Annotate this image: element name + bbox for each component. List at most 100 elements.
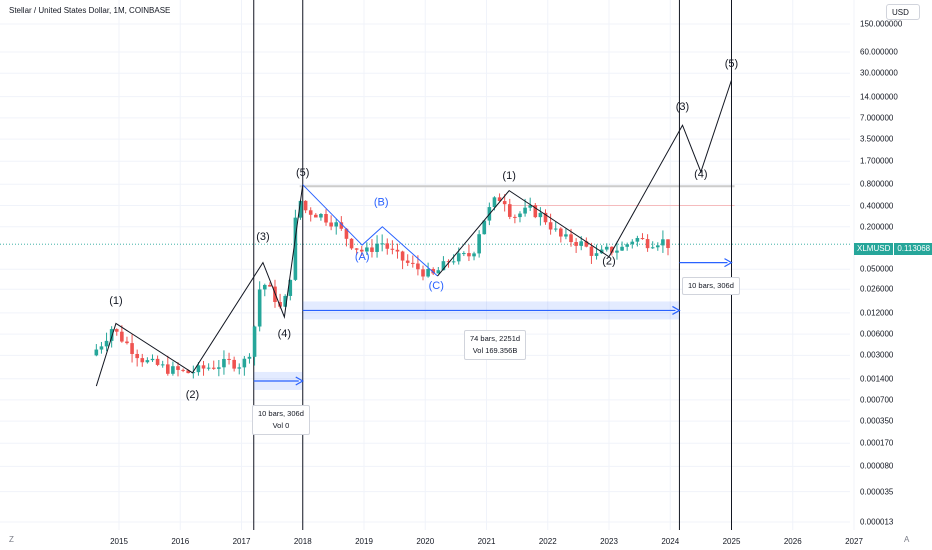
candle-body <box>375 243 379 252</box>
candle-body <box>610 246 614 253</box>
measure-box-3: 10 bars, 306d <box>682 277 740 295</box>
candle-body <box>579 241 584 246</box>
candle-body <box>467 253 471 257</box>
time-tick-label: 2018 <box>293 537 312 546</box>
candle-body <box>278 301 282 307</box>
candle-body <box>584 241 589 247</box>
candle-body <box>395 249 400 252</box>
candle-body <box>594 253 599 256</box>
candle-body <box>492 197 497 208</box>
candle-body <box>543 212 548 223</box>
measure-1-vol: Vol 0 <box>272 421 290 430</box>
time-tick-label: 2027 <box>845 537 863 546</box>
candle-body <box>303 200 308 211</box>
candle-body <box>298 200 303 218</box>
wave-label: (2) <box>602 256 615 268</box>
time-tick-label: 2023 <box>600 537 618 546</box>
candle-body <box>222 358 226 368</box>
candle-body <box>283 295 287 307</box>
wave-label: (3) <box>676 101 689 113</box>
wave-label: (A) <box>355 251 370 263</box>
elliott-wave-projection <box>437 79 732 277</box>
time-tick-label: 2019 <box>355 537 373 546</box>
candle-body <box>191 372 196 374</box>
candle-body <box>186 370 191 374</box>
candle-body <box>109 329 114 341</box>
candle-body <box>165 364 170 374</box>
candle-body <box>114 329 119 332</box>
candle-body <box>206 367 211 369</box>
candle-body <box>104 340 109 347</box>
measure-3-bars: 10 bars, 306d <box>688 281 734 290</box>
wave-label: (5) <box>725 58 738 70</box>
currency-button[interactable]: USD <box>886 4 920 20</box>
zoom-toggle[interactable]: Z <box>9 535 14 544</box>
candle-body <box>160 364 165 366</box>
candle-body <box>661 239 665 246</box>
candle-body <box>431 269 436 274</box>
auto-scale-toggle[interactable]: A <box>904 535 910 544</box>
candle-body <box>650 247 655 249</box>
candle-body <box>344 228 349 239</box>
candle-body <box>227 358 231 360</box>
candle-body <box>380 243 384 245</box>
candle-body <box>477 234 481 254</box>
wave-label: (C) <box>429 280 444 292</box>
wave-label: (2) <box>186 389 199 401</box>
measure-range-3-arrowhead <box>724 258 733 268</box>
candle-body <box>201 365 206 369</box>
candle-body <box>421 269 425 277</box>
candle-body <box>482 220 487 235</box>
candle-body <box>268 284 272 287</box>
measure-1-bars: 10 bars, 306d <box>258 409 304 418</box>
candle-body <box>559 228 563 237</box>
wave-paths <box>95 79 732 387</box>
wave-label: (4) <box>694 168 707 180</box>
candle-body <box>232 359 236 369</box>
candle-body <box>635 238 640 242</box>
candle-body <box>125 341 129 344</box>
candle-body <box>150 358 155 361</box>
wave-label: (1) <box>502 170 515 182</box>
candle-body <box>630 241 635 245</box>
candle-body <box>620 246 624 251</box>
elliott-wave-1-5 <box>95 184 304 387</box>
candle-body <box>405 260 410 263</box>
candle-body <box>472 253 476 257</box>
candle-body <box>507 204 512 217</box>
candle-body <box>130 343 134 354</box>
wave-label: (4) <box>278 328 291 340</box>
time-tick-label: 2016 <box>171 537 190 546</box>
candle-body <box>370 247 374 252</box>
measure-ranges <box>253 258 733 390</box>
last-price-tag: XLMUSD 0.113068 <box>854 243 932 255</box>
candle-body <box>196 365 201 373</box>
candle-body <box>339 222 344 229</box>
time-tick-label: 2015 <box>110 537 128 546</box>
time-tick-label: 2021 <box>477 537 496 546</box>
wave-label: (5) <box>296 167 309 179</box>
candle-body <box>400 251 405 261</box>
resistance-lines <box>299 185 735 206</box>
measure-range-2-arrowhead <box>672 305 681 315</box>
time-tick-label: 2017 <box>232 537 251 546</box>
candle-body <box>329 222 333 227</box>
candle-body <box>416 263 420 270</box>
candle-body <box>548 222 553 230</box>
candle-body <box>324 213 328 223</box>
candle-body <box>145 360 150 363</box>
candle-body <box>589 246 594 256</box>
candle-body <box>523 207 527 214</box>
symbol-label: XLMUSD <box>854 243 894 255</box>
candle-body <box>359 249 364 252</box>
candle-body <box>171 366 175 374</box>
candle-body <box>252 326 257 357</box>
measure-range-1-arrowhead <box>295 376 304 386</box>
candle-body <box>176 366 180 370</box>
corrective-wave-abc <box>302 184 438 277</box>
candle-body <box>655 245 660 248</box>
chart-title: Stellar / United States Dollar, 1M, COIN… <box>9 6 171 15</box>
wave-labels: (1) (2) (3) (4) (5) (A) (B) (C) (1) (2) (3) (4) (5) <box>109 58 738 401</box>
candle-body <box>615 250 619 253</box>
